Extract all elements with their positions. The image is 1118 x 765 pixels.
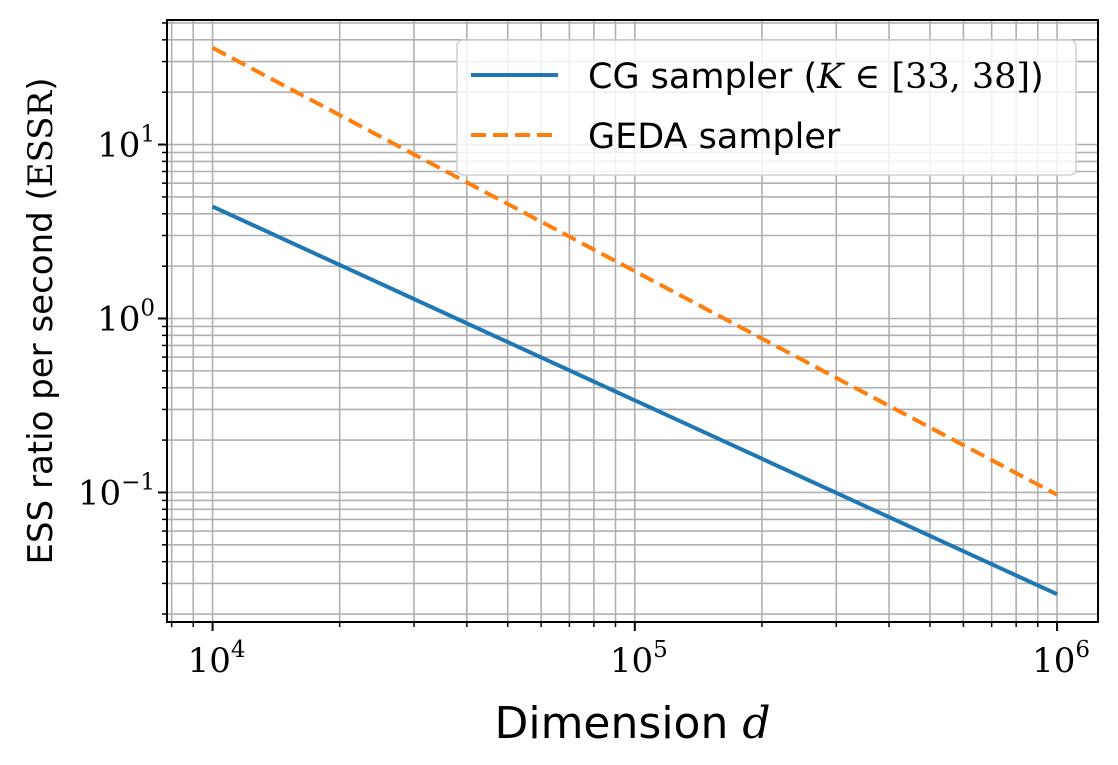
y-axis-label-math: ESSR — [21, 89, 61, 187]
plot-area-frame — [166, 19, 1099, 623]
legend-label-geda: GEDA sampler — [588, 117, 841, 157]
y-axis-label-text: ESS ratio per second ( — [21, 187, 61, 564]
x-tick-label-exponent: 6 — [1075, 637, 1090, 663]
y-tick-label-exponent: −1 — [121, 469, 155, 495]
legend-label-cg-math: K — [816, 57, 845, 97]
x-tick-label-exponent: 5 — [653, 637, 668, 663]
y-tick-label: 100 — [97, 296, 155, 340]
x-tick-label-base: 10 — [1032, 641, 1075, 681]
y-tick-label: 101 — [97, 122, 155, 166]
y-tick-label: 10−1 — [78, 469, 155, 513]
x-tick-label-base: 10 — [610, 641, 653, 681]
series-line-geda — [211, 46, 1059, 497]
x-tick-label-base: 10 — [188, 641, 231, 681]
minor-ticks — [158, 22, 1059, 631]
y-axis-label-suffix: ) — [21, 78, 61, 91]
legend-label-cg-math-rest: ∈ [33, 38] — [843, 57, 1030, 97]
y-axis-label: ESS ratio per second (ESSR) — [21, 78, 61, 565]
x-tick-label: 104 — [188, 637, 246, 681]
legend-label-cg-text: CG sampler ( — [588, 57, 817, 97]
x-tick-label: 105 — [610, 637, 668, 681]
y-tick-label-base: 10 — [97, 126, 140, 166]
legend-label-cg-suffix: ) — [1030, 57, 1044, 97]
series-line-cg — [211, 204, 1058, 597]
x-tick-label: 106 — [1032, 637, 1090, 681]
y-tick-label-exponent: 0 — [140, 296, 155, 322]
series-layer — [211, 46, 1059, 597]
x-tick-label-exponent: 4 — [231, 637, 246, 663]
legend-box — [456, 39, 1077, 176]
x-axis-label: Dimension d — [494, 698, 770, 749]
x-axis-label-text: Dimension — [494, 698, 742, 749]
y-tick-label-base: 10 — [97, 300, 140, 340]
legend-label-geda-text: GEDA sampler — [588, 117, 841, 157]
y-tick-label-base: 10 — [78, 473, 121, 513]
legend-label-cg: CG sampler (K ∈ [33, 38]) — [588, 57, 1044, 97]
y-tick-label-exponent: 1 — [140, 122, 155, 148]
x-axis-label-math: d — [742, 698, 770, 749]
legend: CG sampler (K ∈ [33, 38]) GEDA sampler — [456, 39, 1077, 176]
